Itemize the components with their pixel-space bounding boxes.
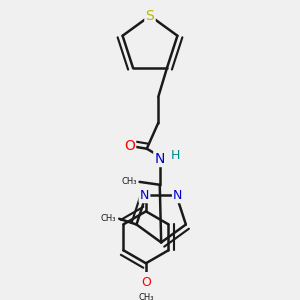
Text: N: N (154, 152, 165, 166)
Text: O: O (141, 275, 151, 289)
Text: CH₃: CH₃ (101, 214, 116, 223)
Text: N: N (173, 189, 183, 202)
Text: N: N (140, 189, 149, 202)
Text: CH₃: CH₃ (138, 293, 154, 300)
Text: H: H (170, 149, 180, 162)
Text: S: S (146, 9, 154, 23)
Text: O: O (124, 139, 135, 153)
Text: CH₃: CH₃ (121, 177, 137, 186)
